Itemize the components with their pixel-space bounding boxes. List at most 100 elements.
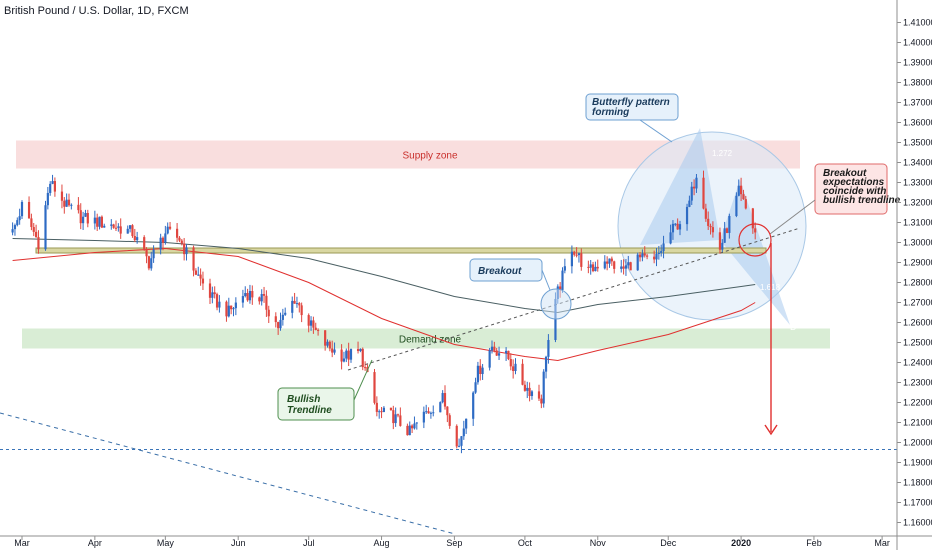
candle-up	[737, 185, 740, 196]
candle-down	[389, 407, 393, 411]
candle-down	[143, 237, 146, 249]
y-tick-label: 1.17000	[903, 498, 932, 508]
expectations-label-line: coincide with	[823, 186, 886, 197]
candle-up	[690, 186, 693, 201]
moving-average-fast	[12, 247, 756, 362]
candle-down	[96, 217, 99, 227]
candle-down	[704, 208, 707, 219]
breakout-label: Breakout	[478, 266, 522, 277]
candle-down	[161, 237, 165, 243]
candle-up	[234, 302, 237, 309]
candle-down	[740, 185, 743, 195]
candle-up	[260, 294, 263, 302]
candles-layer	[11, 170, 757, 454]
candle-down	[77, 204, 80, 211]
candle-up	[660, 251, 663, 253]
candle-up	[674, 223, 677, 225]
candle-down	[575, 254, 578, 256]
candle-down	[392, 410, 395, 424]
candle-up	[669, 232, 672, 244]
candle-down	[262, 294, 266, 296]
y-tick-label: 1.36000	[903, 118, 932, 128]
candle-down	[258, 297, 261, 302]
candle-up	[688, 200, 691, 207]
candle-up	[627, 262, 630, 266]
candle-up	[110, 224, 113, 226]
candle-down	[591, 264, 595, 272]
candle-up	[526, 387, 529, 391]
y-tick-label: 1.16000	[903, 518, 932, 528]
pattern-fib-label: 1.618	[760, 283, 781, 292]
x-tick-label: Apr	[88, 538, 102, 548]
candle-up	[241, 296, 244, 303]
candle-down	[427, 411, 430, 414]
x-tick-label: Mar	[14, 538, 30, 548]
trendline-pointer	[353, 359, 373, 401]
candle-down	[406, 425, 409, 436]
candle-up	[185, 247, 188, 255]
candle-up	[608, 258, 611, 264]
candle-down	[267, 309, 270, 317]
candle-up	[671, 223, 675, 233]
candle-up	[378, 411, 381, 413]
candle-down	[215, 294, 219, 308]
butterfly-pointer	[639, 119, 673, 143]
candle-up	[44, 205, 47, 250]
candle-up	[481, 367, 484, 375]
support-band	[35, 247, 767, 254]
candle-down	[638, 254, 642, 258]
y-tick-label: 1.22000	[903, 398, 932, 408]
candle-down	[676, 223, 679, 230]
candle-up	[218, 301, 221, 308]
x-tick-label: Sep	[446, 538, 462, 548]
candle-up	[98, 216, 101, 227]
breakout-target-circle	[738, 223, 772, 257]
candle-down	[79, 210, 82, 224]
candle-up	[544, 356, 548, 372]
candle-down	[37, 237, 40, 250]
candle-up	[505, 350, 508, 354]
candle-down	[754, 228, 757, 233]
candle-down	[596, 266, 599, 269]
candle-up	[349, 349, 353, 360]
pattern-fib-label: 1.272	[712, 149, 733, 158]
chart-title: British Pound / U.S. Dollar, 1D, FXCM	[4, 5, 189, 17]
breakout-circle	[540, 288, 572, 320]
candle-up	[248, 291, 252, 301]
candle-up	[13, 225, 17, 230]
pattern-point-d: D	[790, 322, 797, 332]
candle-up	[723, 228, 726, 243]
candle-down	[192, 247, 195, 271]
candle-down	[744, 199, 747, 209]
y-tick-label: 1.28000	[903, 278, 932, 288]
candle-up	[624, 265, 628, 269]
candle-down	[201, 278, 205, 284]
candle-up	[11, 229, 14, 233]
pattern-wing-left	[640, 128, 720, 245]
candle-down	[512, 366, 515, 371]
y-tick-label: 1.34000	[903, 158, 932, 168]
candle-down	[340, 349, 343, 362]
candle-down	[35, 231, 38, 238]
demand-zone-label: Demand zone	[399, 335, 462, 346]
candle-up	[657, 252, 660, 254]
y-tick-label: 1.24000	[903, 358, 932, 368]
candle-up	[735, 195, 738, 217]
y-tick-label: 1.32000	[903, 198, 932, 208]
candle-up	[577, 253, 581, 256]
levels-layer	[0, 227, 897, 535]
x-tick-label: Aug	[374, 538, 390, 548]
candle-up	[70, 204, 73, 206]
y-tick-label: 1.27000	[903, 298, 932, 308]
candle-up	[432, 412, 435, 414]
candle-down	[587, 266, 590, 268]
candle-down	[168, 226, 172, 229]
candle-up	[84, 213, 87, 217]
candle-down	[448, 415, 451, 426]
candle-down	[373, 372, 376, 403]
supply-zone-label: Supply zone	[402, 151, 457, 162]
candle-down	[559, 286, 562, 290]
candle-up	[159, 237, 162, 250]
